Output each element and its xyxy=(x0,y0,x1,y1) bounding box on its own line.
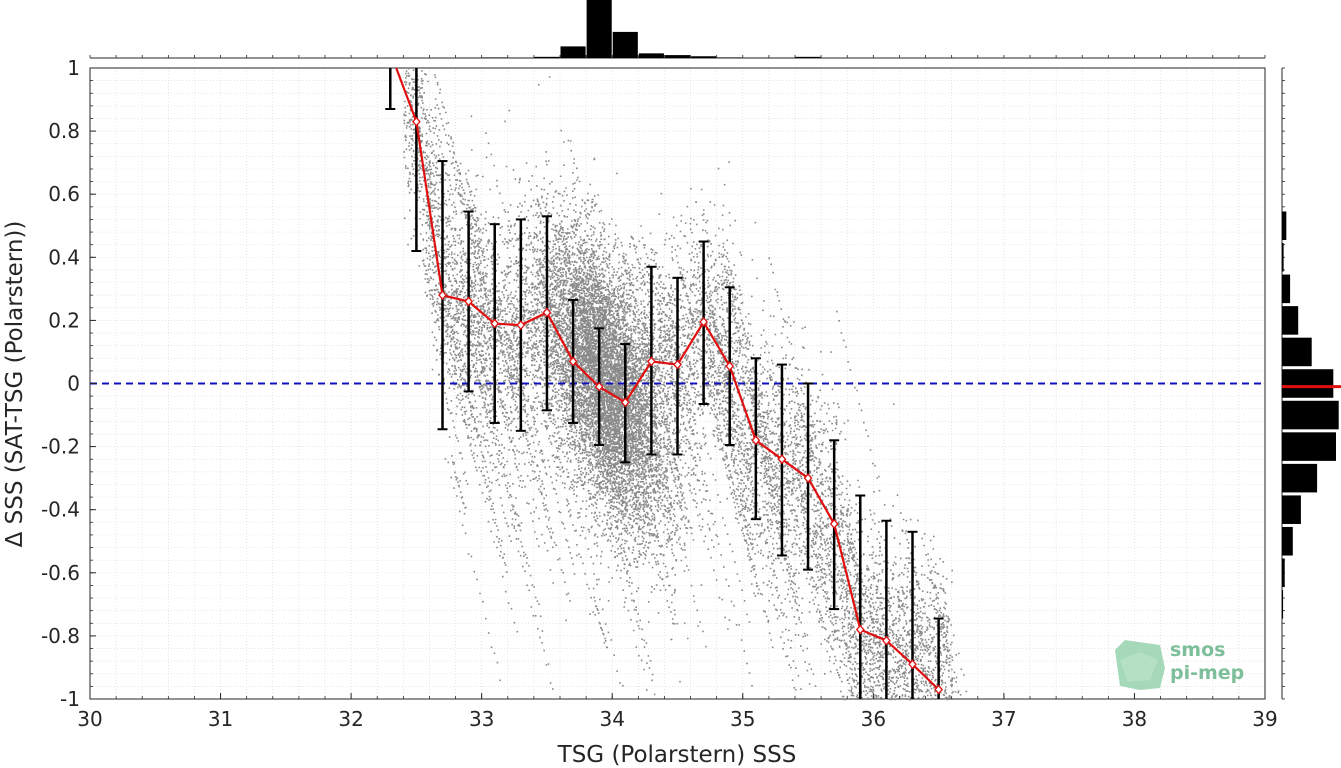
mean-point xyxy=(594,381,604,392)
y-tick-label: -1 xyxy=(60,687,80,711)
top-histogram-bar xyxy=(586,0,612,58)
x-tick-label: 39 xyxy=(1252,707,1277,731)
x-tick-label: 37 xyxy=(991,707,1016,731)
mean-point xyxy=(542,307,552,318)
mean-point xyxy=(464,296,473,307)
binned-mean-line xyxy=(395,68,943,695)
y-tick-label: 0.2 xyxy=(48,308,80,332)
right-histogram-bar xyxy=(1282,337,1312,367)
y-tick-label: 0.6 xyxy=(48,182,80,206)
top-histogram-bar xyxy=(638,53,664,58)
mean-point xyxy=(647,356,656,367)
mean-point xyxy=(620,397,630,408)
x-tick-label: 33 xyxy=(469,707,494,731)
mean-point xyxy=(934,684,943,695)
right-histogram-bar xyxy=(1282,400,1339,430)
mean-point xyxy=(855,624,865,635)
mean-polyline xyxy=(395,68,940,691)
x-tick-label: 35 xyxy=(730,707,755,731)
mean-point xyxy=(882,635,891,646)
top-histogram-bar xyxy=(795,56,821,58)
mean-point xyxy=(412,116,421,127)
y-tick-label: -0.6 xyxy=(41,561,80,585)
mean-point xyxy=(699,316,708,327)
mean-point xyxy=(516,320,526,331)
top-histogram-bar xyxy=(560,46,586,58)
mean-point xyxy=(725,361,735,372)
mean-point xyxy=(438,290,447,301)
top-histogram-bar xyxy=(664,55,691,58)
mean-point xyxy=(568,356,578,367)
top-histogram-bar xyxy=(482,57,508,58)
y-tick-label: 0.8 xyxy=(48,119,80,143)
y-tick-label: -0.4 xyxy=(41,498,80,522)
y-tick-label: 0 xyxy=(67,372,80,396)
right-histogram xyxy=(1282,211,1341,619)
top-histogram-bar xyxy=(534,56,560,58)
x-tick-label: 30 xyxy=(77,707,102,731)
logo-text-pimep: pi-mep xyxy=(1170,662,1244,684)
x-tick-label: 32 xyxy=(338,707,363,731)
logo-wave-graphic-inner xyxy=(1120,652,1158,682)
mean-point xyxy=(751,435,761,446)
error-bars xyxy=(385,68,944,699)
scatter-points xyxy=(403,68,968,701)
x-tick-label: 38 xyxy=(1122,707,1147,731)
top-histogram xyxy=(456,0,821,58)
top-histogram-bar xyxy=(612,31,638,58)
right-histogram-bar xyxy=(1282,274,1291,304)
y-axis: -1 -0.8 -0.6 -0.4 -0.2 0 0.2 0.4 0.6 0.8 1 xyxy=(41,56,1285,711)
x-axis-label: TSG (Polarstern) SSS xyxy=(557,742,797,768)
right-histogram-bar xyxy=(1282,432,1336,461)
scatter-cloud xyxy=(403,68,968,701)
mean-point xyxy=(829,518,839,529)
mean-point xyxy=(777,454,787,465)
right-histogram-bar xyxy=(1282,558,1285,588)
smos-pimep-logo: smos pi-mep xyxy=(1115,639,1244,690)
right-histogram-bar xyxy=(1282,243,1284,272)
mean-point xyxy=(803,473,813,484)
y-tick-label: -0.2 xyxy=(41,435,80,459)
right-histogram-bar xyxy=(1282,463,1318,493)
right-histogram-bar xyxy=(1282,306,1299,335)
right-histogram-bar xyxy=(1282,526,1293,556)
x-tick-label: 36 xyxy=(861,707,886,731)
x-axis: 30 31 32 33 34 35 36 37 38 39 xyxy=(77,55,1278,731)
right-histogram-bar xyxy=(1282,369,1334,398)
y-tick-label: 1 xyxy=(67,56,80,80)
top-histogram-bar xyxy=(691,56,717,58)
top-histogram-bar xyxy=(717,57,743,58)
y-axis-label: Δ SSS (SAT-TSG (Polarstern)) xyxy=(2,221,28,548)
x-tick-label: 31 xyxy=(208,707,233,731)
right-histogram-bar xyxy=(1282,590,1284,619)
top-histogram-axes xyxy=(90,57,1265,59)
mean-point xyxy=(490,318,500,329)
right-histogram-bar xyxy=(1282,211,1287,241)
y-tick-label: -0.8 xyxy=(41,624,80,648)
y-tick-label: 0.4 xyxy=(48,245,80,269)
mean-point xyxy=(673,359,682,370)
mean-point xyxy=(908,659,917,670)
logo-text-smos: smos xyxy=(1170,639,1225,661)
right-histogram-bar xyxy=(1282,495,1301,524)
x-tick-label: 34 xyxy=(599,707,624,731)
